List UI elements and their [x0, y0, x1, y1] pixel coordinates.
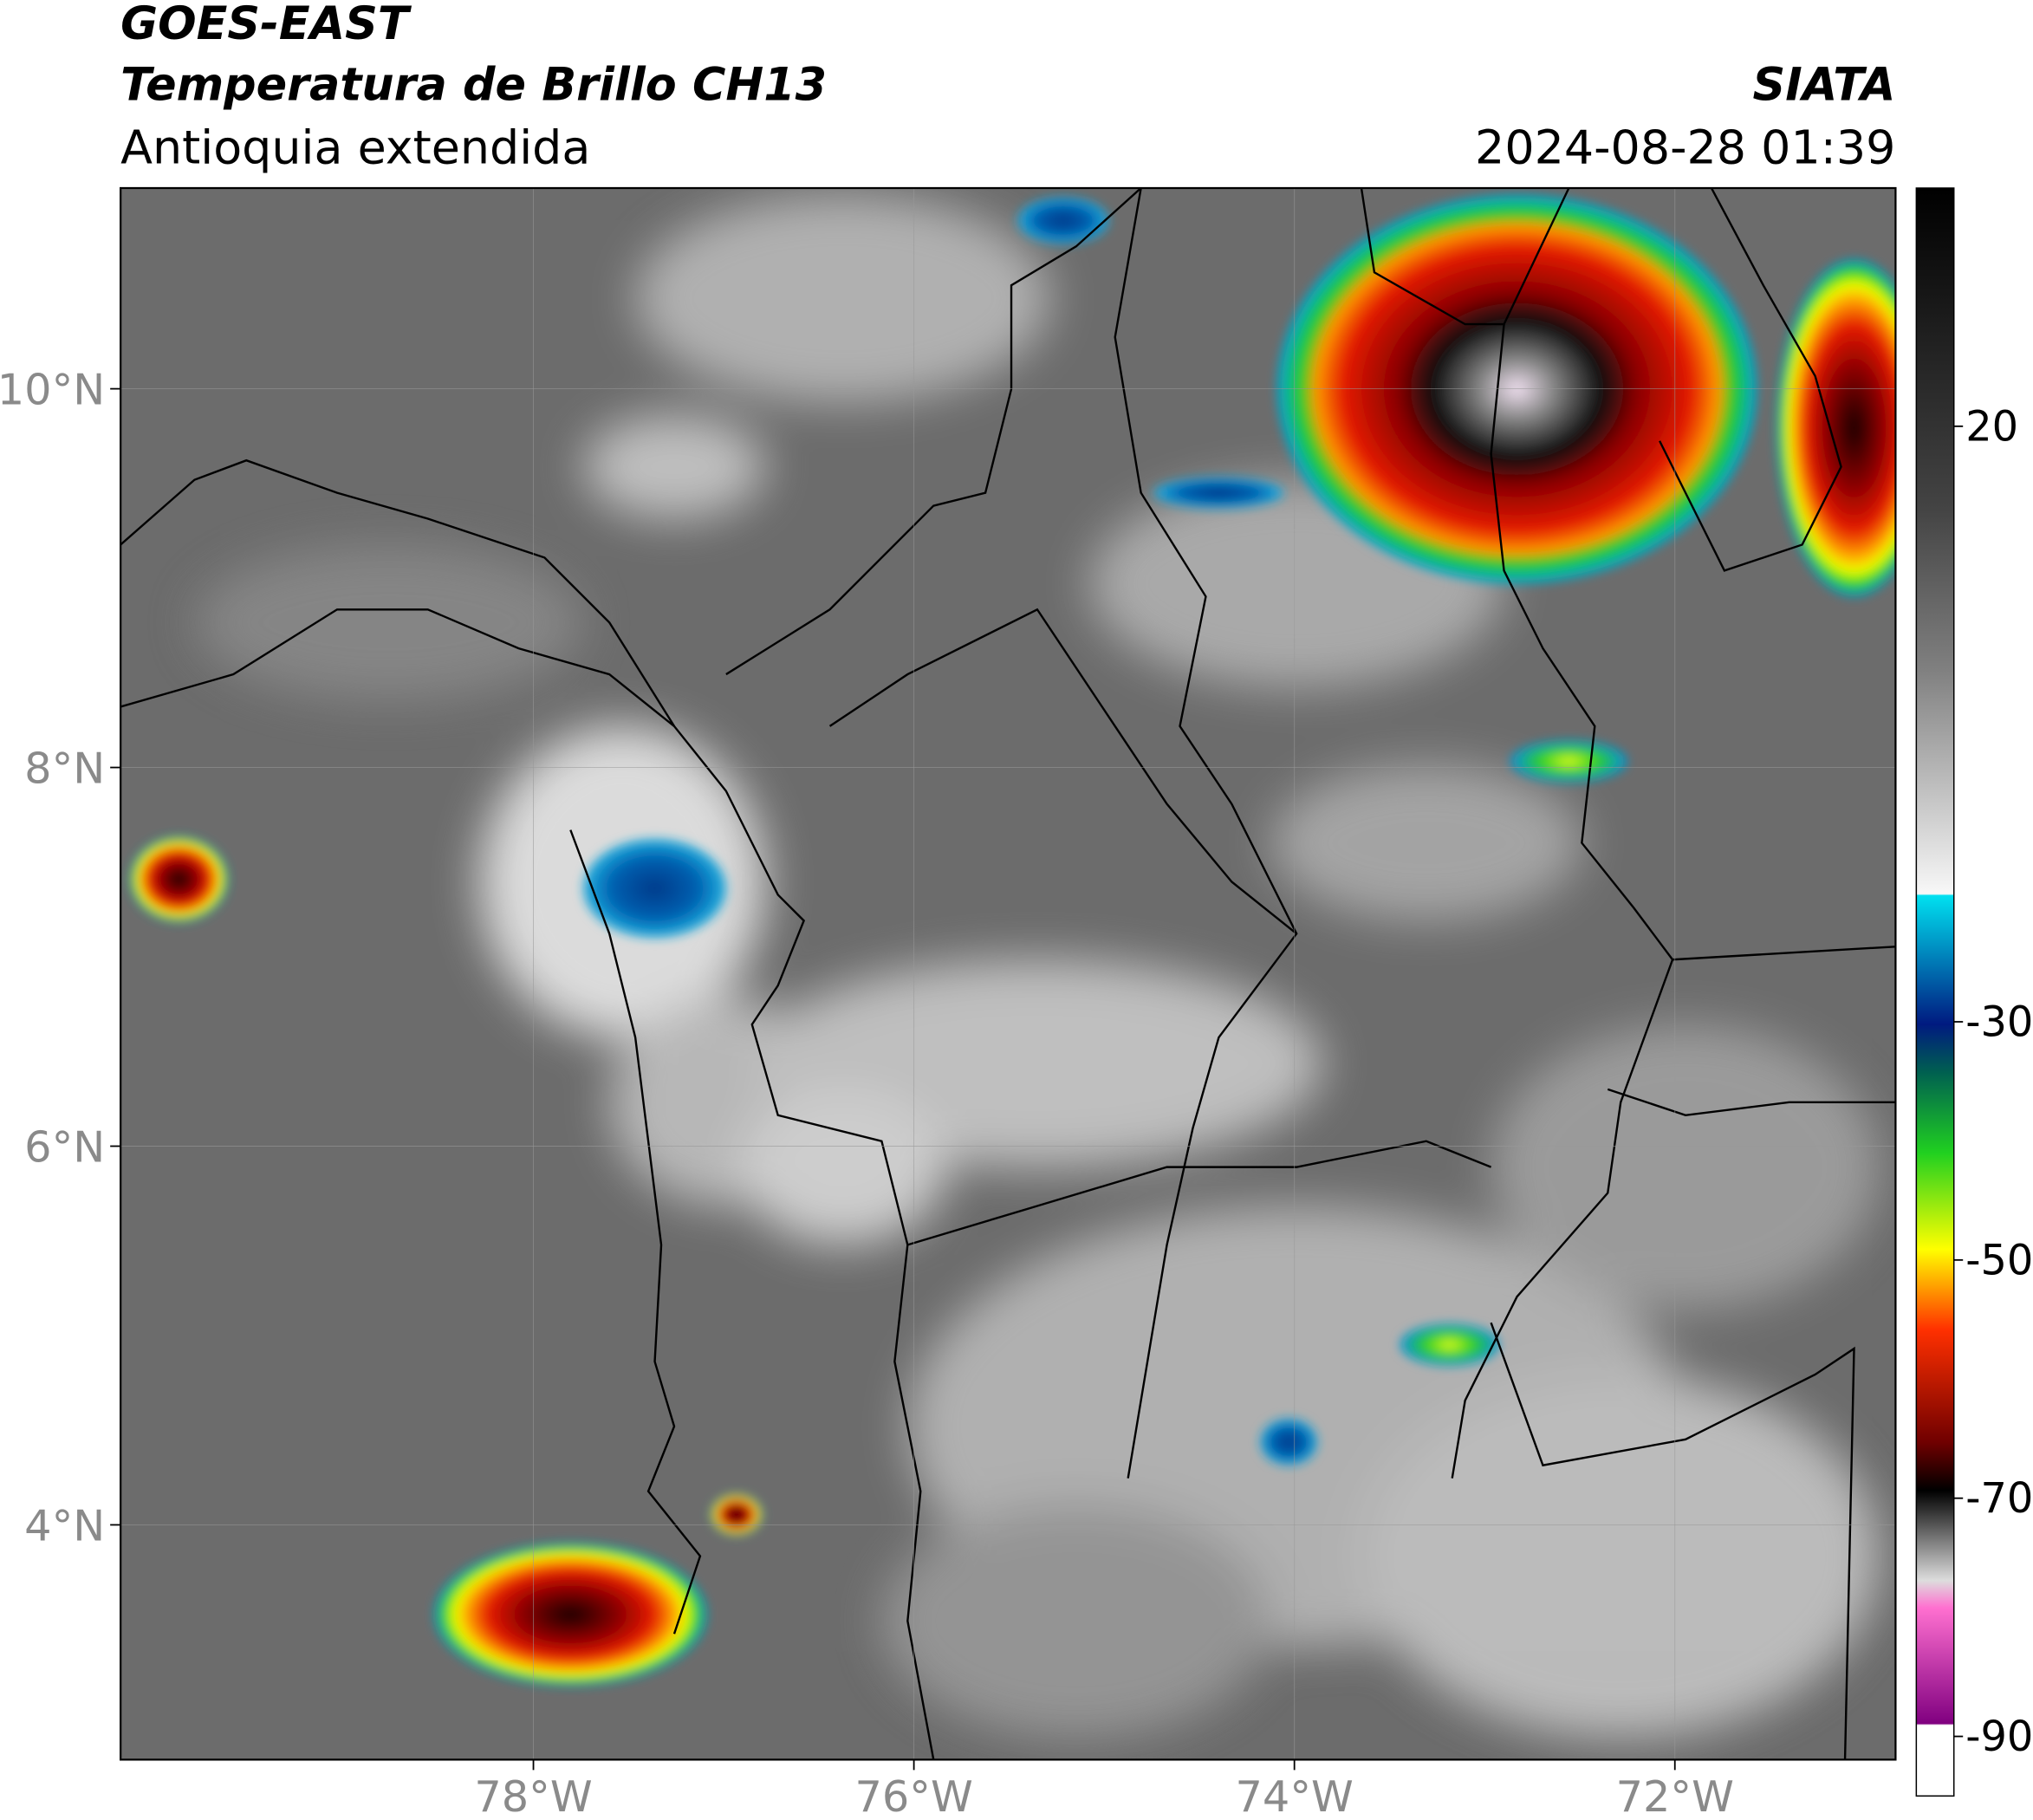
product-title: Temperatura de Brillo CH13 — [120, 58, 827, 111]
colorbar — [1915, 187, 1955, 1797]
y-tick-label: 10°N — [0, 365, 105, 415]
agency-title: SIATA — [1753, 58, 1896, 111]
grid — [120, 188, 1896, 1760]
x-tick-label: 76°W — [854, 1771, 972, 1820]
colorbar-tick-label: -70 — [1965, 1475, 2033, 1523]
colorbar-tick-label: -90 — [1965, 1713, 2033, 1761]
y-tick-label: 6°N — [24, 1121, 105, 1172]
x-tick-label: 72°W — [1616, 1771, 1734, 1820]
map-frame — [120, 186, 1897, 1761]
colorbar-tick-label: -50 — [1965, 1237, 2033, 1284]
y-tick-label: 4°N — [24, 1500, 105, 1550]
satellite-image — [120, 188, 1896, 1760]
datetime: 2024-08-28 01:39 — [1475, 120, 1895, 175]
colorbar-tick-label: -30 — [1965, 998, 2033, 1046]
satellite-title: GOES-EAST — [120, 0, 412, 50]
region-title: Antioquia extendida — [120, 120, 590, 175]
x-tick-label: 74°W — [1236, 1771, 1354, 1820]
x-tick-label: 78°W — [474, 1771, 592, 1820]
colorbar-tick-label: 20 — [1965, 403, 2018, 451]
y-tick-label: 8°N — [24, 744, 105, 794]
